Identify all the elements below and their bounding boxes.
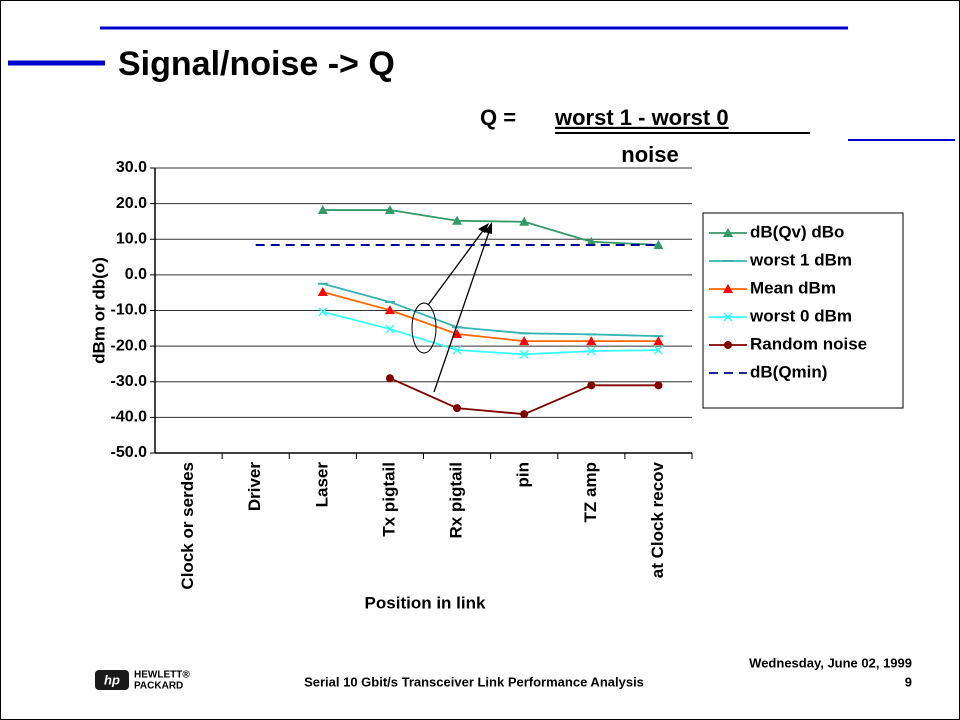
annotation-arrowhead bbox=[478, 223, 489, 233]
logo-line2: PACKARD bbox=[134, 681, 183, 692]
logo-box bbox=[95, 670, 129, 690]
data-point bbox=[317, 286, 328, 296]
series-line bbox=[322, 209, 659, 246]
data-point bbox=[384, 205, 395, 215]
data-point bbox=[452, 215, 463, 225]
legend-label: dB(Qv) dBo bbox=[750, 222, 844, 241]
data-point bbox=[452, 345, 462, 355]
footer-date: Wednesday, June 02, 1999 bbox=[749, 655, 912, 670]
data-point bbox=[653, 345, 663, 355]
x-tick-label: Tx pigtail bbox=[379, 462, 398, 537]
y-tick-label: -30.0 bbox=[111, 373, 148, 390]
data-point bbox=[586, 336, 597, 346]
data-point bbox=[653, 239, 664, 249]
y-axis-label: dBm or db(o) bbox=[89, 257, 108, 364]
logo-mark: hp bbox=[104, 672, 120, 687]
data-point bbox=[587, 381, 596, 390]
legend-marker bbox=[724, 341, 732, 349]
legend-label: Mean dBm bbox=[750, 278, 836, 297]
annotation-arrow bbox=[427, 227, 486, 306]
footer-page: 9 bbox=[905, 674, 912, 689]
legend-marker bbox=[723, 284, 733, 293]
data-point bbox=[519, 336, 530, 346]
y-tick-label: 0.0 bbox=[125, 266, 147, 283]
x-tick-label: TZ amp bbox=[581, 462, 600, 522]
annotation-ellipse bbox=[411, 302, 437, 354]
logo-line1: HEWLETT® bbox=[134, 670, 190, 681]
data-point bbox=[385, 374, 394, 383]
data-point bbox=[452, 329, 463, 339]
series-line bbox=[322, 311, 659, 356]
series-line bbox=[322, 291, 659, 343]
formula-lhs: Q = bbox=[480, 105, 516, 130]
data-point bbox=[653, 336, 664, 346]
y-tick-label: -10.0 bbox=[111, 302, 148, 319]
formula-numerator: worst 1 - worst 0 bbox=[554, 105, 729, 130]
data-point bbox=[520, 410, 529, 419]
data-point bbox=[519, 216, 530, 226]
x-tick-label: Rx pigtail bbox=[447, 462, 466, 539]
data-point bbox=[384, 305, 395, 315]
footer-text: Serial 10 Gbit/s Transceiver Link Perfor… bbox=[304, 674, 644, 689]
legend-label: Random noise bbox=[750, 334, 867, 353]
annotation-arrowhead bbox=[484, 222, 492, 234]
data-point bbox=[385, 324, 395, 334]
data-point bbox=[317, 205, 328, 215]
y-tick-label: 20.0 bbox=[116, 195, 147, 212]
y-tick-label: 10.0 bbox=[116, 230, 147, 247]
x-tick-label: Clock or serdes bbox=[178, 462, 197, 590]
legend-label: dB(Qmin) bbox=[750, 362, 827, 381]
legend-box bbox=[702, 212, 904, 409]
y-tick-label: -20.0 bbox=[111, 337, 148, 354]
x-tick-label: Laser bbox=[312, 462, 331, 508]
legend-label: worst 1 dBm bbox=[749, 250, 852, 269]
legend-marker bbox=[723, 228, 733, 237]
x-tick-label: Driver bbox=[245, 462, 264, 512]
slide-title: Signal/noise -> Q bbox=[118, 45, 395, 83]
data-point bbox=[586, 236, 597, 246]
legend-label: worst 0 dBm bbox=[749, 306, 852, 325]
y-tick-label: -40.0 bbox=[111, 409, 148, 426]
chart: 30.0 20.0 10.0 0.0 -10.0 -20.0 -30.0 -40.0 -50.0… bbox=[89, 159, 904, 612]
formula-denominator: noise bbox=[621, 142, 678, 167]
data-point bbox=[519, 349, 529, 359]
x-tick-label: pin bbox=[514, 462, 533, 488]
x-tick-label: at Clock recov bbox=[648, 461, 667, 578]
annotation-arrow bbox=[433, 228, 491, 393]
series-line bbox=[322, 282, 659, 338]
data-point bbox=[453, 404, 462, 413]
x-axis-label: Position in link bbox=[365, 593, 486, 612]
y-tick-label: 30.0 bbox=[116, 159, 147, 176]
data-point bbox=[654, 381, 663, 390]
data-point bbox=[586, 346, 596, 356]
legend-marker bbox=[723, 312, 733, 322]
data-point bbox=[318, 307, 328, 317]
y-tick-label: -50.0 bbox=[111, 444, 148, 461]
